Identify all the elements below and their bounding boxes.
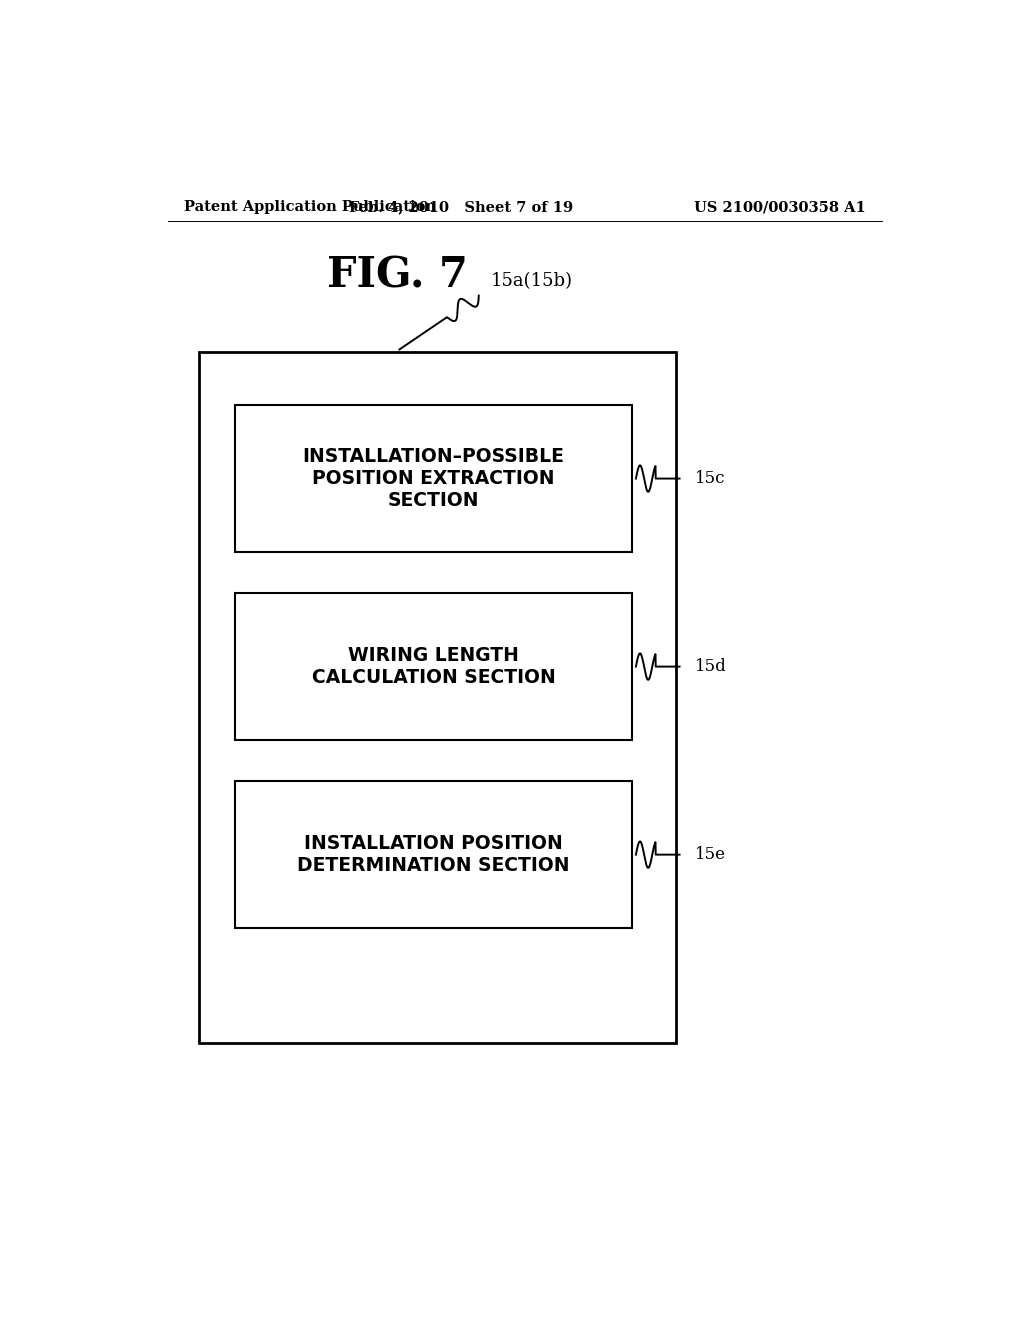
Text: FIG. 7: FIG. 7 bbox=[328, 255, 468, 296]
Bar bbox=[200, 351, 676, 1043]
Text: 15e: 15e bbox=[695, 846, 726, 863]
Text: 15c: 15c bbox=[695, 470, 726, 487]
Text: 15a(15b): 15a(15b) bbox=[490, 272, 572, 290]
Bar bbox=[236, 593, 632, 741]
Text: US 2100/0030358 A1: US 2100/0030358 A1 bbox=[694, 201, 866, 214]
Text: Feb. 4, 2010   Sheet 7 of 19: Feb. 4, 2010 Sheet 7 of 19 bbox=[349, 201, 573, 214]
Text: INSTALLATION POSITION
DETERMINATION SECTION: INSTALLATION POSITION DETERMINATION SECT… bbox=[297, 834, 569, 875]
Text: WIRING LENGTH
CALCULATION SECTION: WIRING LENGTH CALCULATION SECTION bbox=[311, 645, 555, 688]
Text: 15d: 15d bbox=[695, 659, 727, 675]
Text: Patent Application Publication: Patent Application Publication bbox=[183, 201, 435, 214]
Text: INSTALLATION–POSSIBLE
POSITION EXTRACTION
SECTION: INSTALLATION–POSSIBLE POSITION EXTRACTIO… bbox=[303, 447, 564, 510]
Bar bbox=[236, 781, 632, 928]
Bar bbox=[236, 405, 632, 552]
